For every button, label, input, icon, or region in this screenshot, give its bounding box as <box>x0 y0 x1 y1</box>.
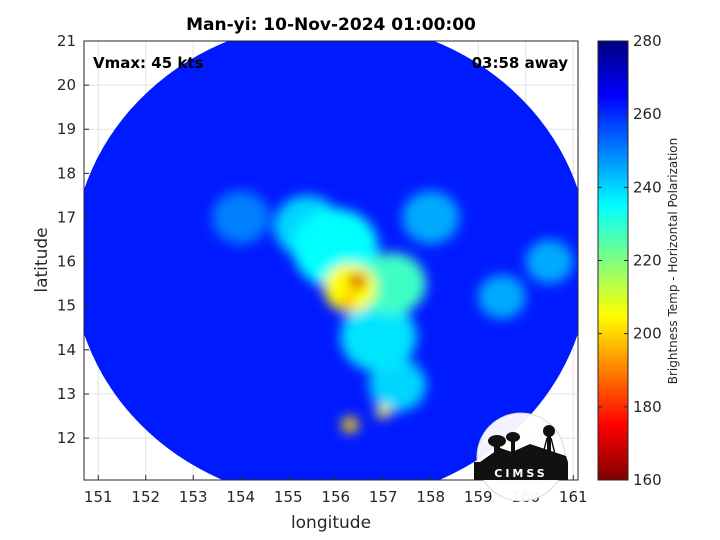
y-axis-label: latitude <box>32 227 52 292</box>
tb-feature <box>348 273 366 290</box>
x-tick-label: 156 <box>321 488 350 506</box>
tb-feature <box>212 191 270 244</box>
x-tick-label: 158 <box>416 488 445 506</box>
colorbar <box>597 40 629 481</box>
colorbar-tick-label: 180 <box>633 398 662 416</box>
y-axis: 12 13 14 15 16 17 18 19 20 21 <box>57 32 89 447</box>
tb-feature <box>341 296 354 307</box>
tb-feature <box>478 274 526 319</box>
colorbar-tick-label: 200 <box>633 325 662 343</box>
x-tick-label: 153 <box>179 488 208 506</box>
y-tick-label: 13 <box>57 385 76 403</box>
time-away-annotation: 03:58 away <box>472 54 569 72</box>
logo-text: CIMSS <box>494 467 547 480</box>
x-tick-label: 161 <box>559 488 588 506</box>
y-tick-label: 16 <box>57 253 76 271</box>
plot-frame <box>83 40 579 481</box>
swath <box>84 41 578 480</box>
x-axis-label: longitude <box>291 513 371 533</box>
y-tick-label: 19 <box>57 120 76 138</box>
chart-title: Man-yi: 10-Nov-2024 01:00:00 <box>186 15 476 35</box>
y-tick-label: 20 <box>57 76 76 94</box>
x-tick-label: 159 <box>464 488 493 506</box>
tb-feature <box>340 301 417 372</box>
y-tick-label: 17 <box>57 208 76 226</box>
tb-feature <box>376 404 391 419</box>
y-tick-label: 12 <box>57 429 76 447</box>
colorbar-tick-label: 220 <box>633 252 662 270</box>
convection-features <box>212 191 574 433</box>
y-tick-label: 14 <box>57 341 76 359</box>
x-tick-label: 155 <box>274 488 303 506</box>
tb-feature <box>359 252 426 315</box>
x-tick-label: 151 <box>84 488 113 506</box>
vmax-annotation: Vmax: 45 kts <box>93 54 203 72</box>
x-tick-label: 154 <box>226 488 255 506</box>
colorbar-tick-label: 260 <box>633 105 662 123</box>
tb-feature <box>369 358 426 412</box>
colorbar-tick-label: 160 <box>633 471 662 489</box>
colorbar-ticks: 160 180 200 220 240 260 280 <box>598 32 662 489</box>
cimss-logo: CIMSS <box>474 412 568 502</box>
y-tick-label: 18 <box>57 164 76 182</box>
colorbar-label: Brightness Temp - Horizontal Polarizatio… <box>666 138 680 385</box>
x-tick-label: 157 <box>369 488 398 506</box>
tb-feature <box>525 239 574 284</box>
x-tick-label: 152 <box>131 488 160 506</box>
tb-feature <box>402 191 460 244</box>
tb-feature <box>341 416 359 433</box>
y-tick-label: 21 <box>57 32 76 50</box>
y-tick-label: 15 <box>57 297 76 315</box>
x-axis: 151152153154155156157158159160161 <box>84 475 588 506</box>
colorbar-tick-label: 240 <box>633 178 662 196</box>
colorbar-tick-label: 280 <box>633 32 662 50</box>
